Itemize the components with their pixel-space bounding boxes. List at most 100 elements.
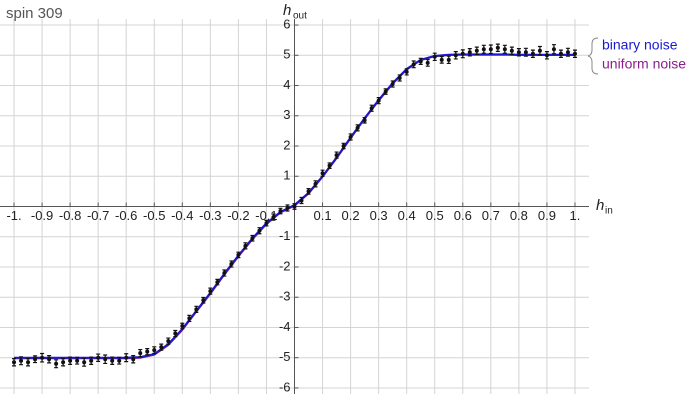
- data-point: [40, 355, 45, 360]
- data-point: [523, 50, 528, 55]
- annotation: spin 309: [6, 5, 63, 22]
- data-point: [208, 289, 213, 294]
- x-tick-label: -1.: [6, 208, 21, 223]
- data-point: [530, 51, 535, 56]
- data-point: [306, 189, 311, 194]
- legend-brace: [587, 37, 599, 75]
- x-axis-label: h: [596, 197, 604, 214]
- data-point: [348, 134, 353, 139]
- data-point: [180, 323, 185, 328]
- x-tick-label: -0.4: [171, 208, 193, 223]
- data-point: [145, 349, 150, 354]
- data-point: [369, 106, 374, 111]
- data-point: [257, 228, 262, 233]
- data-point: [355, 125, 360, 130]
- data-point: [159, 345, 164, 350]
- x-tick-label: -0.3: [199, 208, 221, 223]
- y-tick-label: 1: [283, 168, 290, 183]
- y-tick-label: 6: [283, 16, 290, 31]
- data-point: [320, 171, 325, 176]
- data-point: [131, 357, 136, 362]
- data-point: [61, 360, 66, 365]
- data-point: [89, 358, 94, 363]
- data-point: [432, 54, 437, 59]
- data-point: [194, 307, 199, 312]
- data-point: [152, 348, 157, 353]
- x-tick-label: 0.9: [538, 208, 556, 223]
- x-tick-label: 0.5: [426, 208, 444, 223]
- data-point: [173, 331, 178, 336]
- data-point: [474, 48, 479, 53]
- y-tick-label: -5: [279, 349, 291, 364]
- data-point: [425, 60, 430, 65]
- data-point: [166, 339, 171, 344]
- data-point: [397, 75, 402, 80]
- x-tick-label: 0.1: [314, 208, 332, 223]
- y-tick-label: -6: [279, 379, 291, 394]
- y-tick-label: 5: [283, 47, 290, 62]
- data-point: [453, 53, 458, 58]
- data-point: [467, 50, 472, 55]
- data-point: [236, 252, 241, 257]
- data-point: [110, 358, 115, 363]
- x-tick-label: -0.9: [31, 208, 53, 223]
- data-point: [404, 69, 409, 74]
- x-tick-label: 0.8: [510, 208, 528, 223]
- data-point: [187, 316, 192, 321]
- x-tick-label: 0.6: [454, 208, 472, 223]
- x-tick-label: -0.8: [59, 208, 81, 223]
- y-tick-label: -3: [279, 289, 291, 304]
- y-tick-label: -2: [279, 258, 291, 273]
- x-tick-label: -0.5: [143, 208, 165, 223]
- data-point: [278, 209, 283, 214]
- legend-entry: uniform noise: [602, 56, 686, 72]
- data-point: [411, 62, 416, 67]
- data-point: [390, 82, 395, 87]
- data-point: [446, 57, 451, 62]
- y-tick-label: -1: [279, 228, 291, 243]
- data-point: [229, 261, 234, 266]
- data-point: [75, 358, 80, 363]
- data-point: [243, 243, 248, 248]
- data-point: [103, 357, 108, 362]
- data-point: [47, 357, 52, 362]
- data-point: [376, 98, 381, 103]
- data-point: [334, 153, 339, 158]
- data-point: [565, 50, 570, 55]
- data-point: [285, 206, 290, 211]
- data-point: [12, 360, 17, 365]
- x-tick-label: 0.2: [342, 208, 360, 223]
- data-point: [516, 50, 521, 55]
- data-point: [481, 47, 486, 52]
- data-point: [264, 221, 269, 226]
- x-tick-label: 0.4: [398, 208, 416, 223]
- data-point: [96, 355, 101, 360]
- data-point: [418, 59, 423, 64]
- data-point: [495, 45, 500, 50]
- x-tick-label: -0.7: [87, 208, 109, 223]
- x-tick-label: 1.: [570, 208, 581, 223]
- data-point: [292, 204, 297, 209]
- legend-entry: binary noise: [602, 37, 678, 53]
- data-point: [68, 358, 73, 363]
- data-point: [222, 271, 227, 276]
- data-point: [19, 358, 24, 363]
- data-point: [26, 360, 31, 365]
- data-point: [509, 48, 514, 53]
- data-point: [54, 361, 59, 366]
- x-tick-label: -0.6: [115, 208, 137, 223]
- data-point: [33, 357, 38, 362]
- data-point: [82, 360, 87, 365]
- data-point: [299, 198, 304, 203]
- data-point: [341, 144, 346, 149]
- y-tick-label: 3: [283, 107, 290, 122]
- x-tick-label: 0.3: [370, 208, 388, 223]
- y-tick-label: 2: [283, 137, 290, 152]
- data-point: [138, 351, 143, 356]
- data-point: [383, 89, 388, 94]
- data-point: [488, 47, 493, 52]
- data-point: [250, 236, 255, 241]
- data-point: [313, 181, 318, 186]
- data-point: [439, 57, 444, 62]
